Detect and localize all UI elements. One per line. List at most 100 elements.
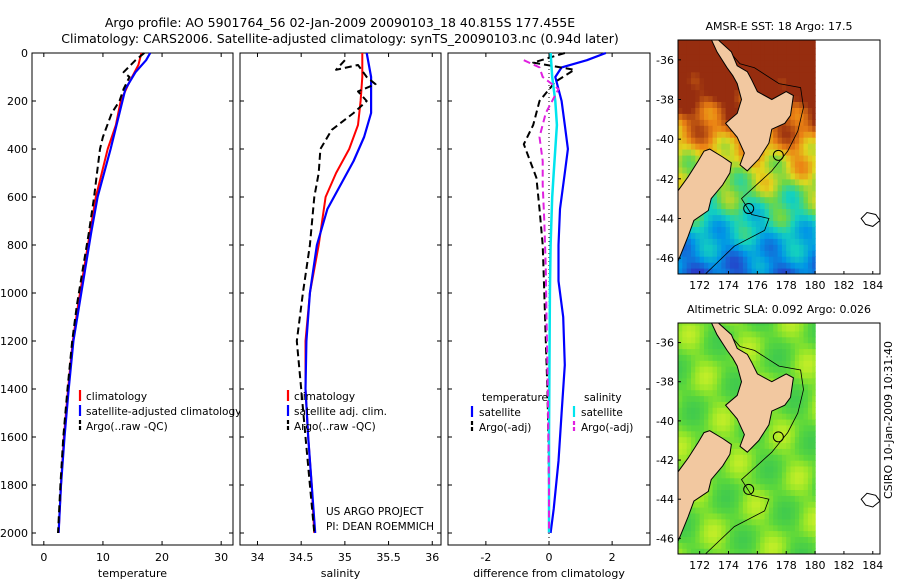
map-pixel — [704, 524, 709, 532]
map-pixel — [799, 83, 805, 91]
map-pixel — [691, 424, 696, 432]
map-pixel — [712, 542, 718, 549]
map-pixel — [764, 436, 770, 443]
map-pixel — [764, 184, 770, 192]
map-pixel — [738, 53, 744, 61]
map-pixel — [760, 262, 766, 269]
map-pixel — [768, 448, 774, 455]
map-pixel — [755, 184, 761, 192]
map-pixel — [747, 42, 753, 49]
map-pixel — [721, 244, 727, 251]
map-pixel — [764, 524, 770, 532]
map-pixel — [734, 471, 740, 479]
map-pixel — [695, 268, 701, 274]
map-pixel — [790, 401, 796, 408]
map-pixel — [786, 178, 792, 186]
map-pixel — [777, 489, 783, 496]
map-pixel — [734, 184, 740, 192]
map-pixel — [751, 454, 757, 461]
map-x-tick-label: 176 — [747, 279, 768, 292]
map-pixel — [721, 407, 727, 414]
map-pixel — [786, 131, 792, 138]
map-pixel — [764, 208, 770, 216]
map-pixel — [738, 512, 744, 520]
map-pixel — [807, 336, 813, 344]
map-pixel — [678, 389, 683, 397]
map-pixel — [708, 107, 714, 114]
map-pixel — [717, 244, 722, 251]
map-pixel — [704, 366, 709, 373]
map-pixel — [738, 232, 744, 239]
map-pixel — [764, 47, 770, 55]
map-pixel — [794, 477, 800, 485]
map-pixel — [686, 448, 692, 455]
map-pixel — [708, 489, 714, 496]
map-pixel — [678, 47, 683, 55]
map-pixel — [799, 131, 805, 138]
map-pixel — [699, 47, 705, 55]
map-pixel — [768, 323, 774, 326]
map-pixel — [742, 190, 748, 198]
map-pixel — [738, 471, 744, 479]
map-pixel — [704, 143, 709, 150]
map-pixel — [708, 59, 714, 67]
map-pixel — [691, 401, 696, 408]
map-pixel — [768, 348, 774, 355]
map-x-tick-label: 176 — [747, 559, 768, 572]
map-pixel — [699, 77, 705, 85]
map-pixel — [777, 542, 783, 549]
map-pixel — [708, 383, 714, 391]
map-pixel — [781, 495, 787, 502]
map-pixel — [734, 107, 740, 114]
map-pixel — [807, 268, 813, 274]
map-pixel — [812, 149, 816, 156]
map-pixel — [755, 208, 761, 216]
map-pixel — [734, 42, 740, 49]
map-pixel — [764, 161, 770, 168]
map-pixel — [708, 83, 714, 91]
map-pixel — [712, 507, 718, 514]
map-pixel — [751, 208, 757, 216]
map-pixel — [734, 483, 740, 490]
map-pixel — [781, 536, 787, 543]
map-pixel — [747, 250, 753, 257]
map-pixel — [721, 256, 727, 263]
map-pixel — [734, 548, 740, 554]
map-pixel — [760, 518, 766, 526]
map-pixel — [686, 42, 692, 49]
map-pixel — [755, 196, 761, 204]
map-pixel — [799, 360, 805, 367]
map-pixel — [678, 336, 683, 344]
legend-title: salinity — [584, 392, 622, 404]
secondary-marker — [743, 483, 755, 495]
map-pixel — [725, 226, 731, 233]
map-pixel — [712, 113, 718, 120]
map-pixel — [691, 95, 696, 102]
map-pixel — [747, 354, 753, 361]
y-tick-label: 1200 — [0, 335, 28, 348]
map-pixel — [807, 395, 813, 402]
map-pixel — [725, 125, 731, 132]
map-pixel — [777, 53, 783, 61]
map-pixel — [725, 418, 731, 426]
map-pixel — [738, 548, 744, 554]
map-pixel — [794, 202, 800, 210]
map-pixel — [704, 354, 709, 361]
map-pixel — [708, 125, 714, 132]
map-pixel — [704, 220, 709, 227]
map-pixel — [725, 436, 731, 443]
map-pixel — [777, 125, 783, 132]
map-pixel — [729, 471, 735, 479]
map-pixel — [768, 149, 774, 156]
map-pixel — [773, 323, 779, 326]
map-pixel — [729, 477, 735, 485]
map-pixel — [773, 262, 779, 269]
map-pixel — [803, 460, 809, 467]
map-pixel — [799, 330, 805, 338]
map-pixel — [755, 71, 761, 79]
map-pixel — [686, 325, 692, 332]
map-pixel — [734, 256, 740, 263]
map-pixel — [734, 460, 740, 467]
map-pixel — [738, 172, 744, 180]
